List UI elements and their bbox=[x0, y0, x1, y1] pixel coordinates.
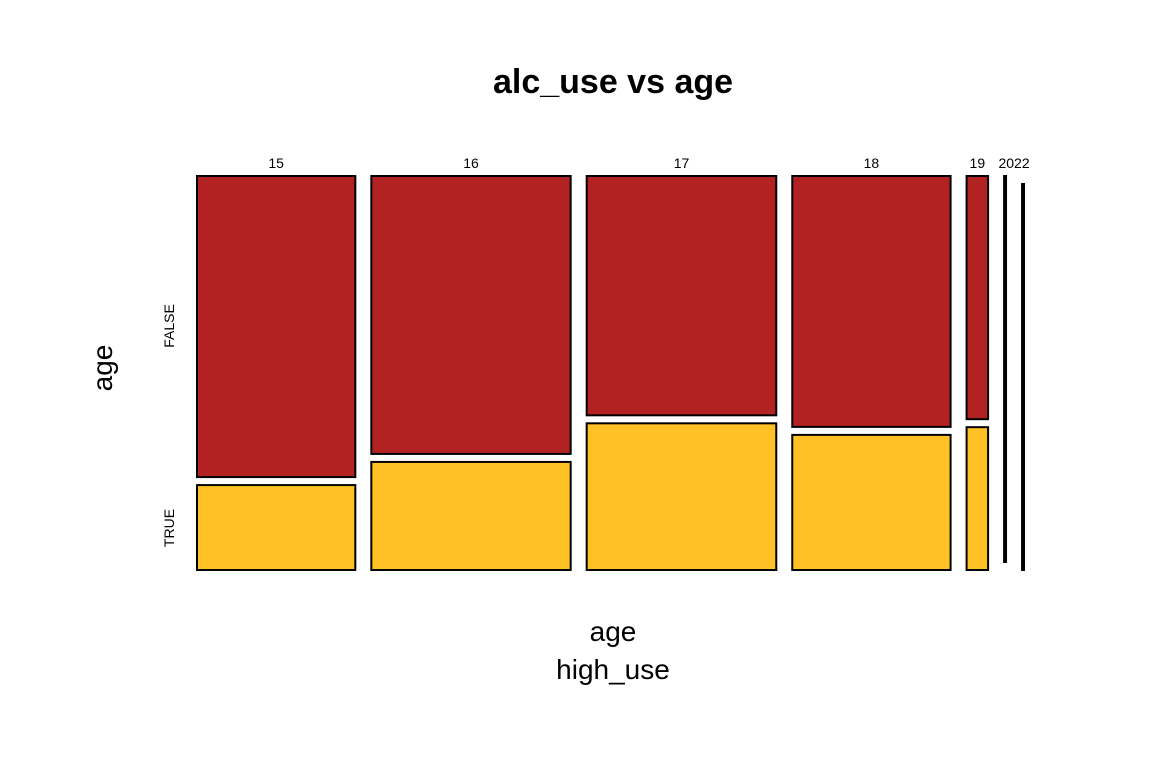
chart-title: alc_use vs age bbox=[493, 63, 733, 101]
x-axis-sublabel: high_use bbox=[556, 654, 670, 685]
tile-19-true bbox=[965, 426, 990, 571]
tile-18-true bbox=[791, 433, 952, 571]
tile-22-true bbox=[1021, 183, 1025, 571]
y-axis-label: age bbox=[87, 345, 118, 392]
category-tick-label: 18 bbox=[864, 155, 880, 171]
tile-16-true bbox=[370, 460, 572, 572]
category-tick-label: 17 bbox=[674, 155, 690, 171]
category-ticks: 15 16 17 18 19 2022 bbox=[268, 155, 1029, 171]
tile-19-false bbox=[965, 175, 990, 421]
category-tick-label: 16 bbox=[463, 155, 479, 171]
tile-15-false bbox=[196, 175, 357, 479]
row-label-true: TRUE bbox=[161, 509, 177, 547]
tile-20-false bbox=[1003, 175, 1008, 563]
mosaic-tiles bbox=[196, 175, 1025, 572]
tile-17-true bbox=[585, 422, 778, 571]
tile-16-false bbox=[370, 175, 572, 455]
row-label-false: FALSE bbox=[161, 304, 177, 348]
tile-15-true bbox=[196, 484, 357, 571]
category-tick-label: 15 bbox=[268, 155, 284, 171]
tile-17-false bbox=[585, 175, 778, 417]
category-tick-label: 19 bbox=[970, 155, 986, 171]
category-tick-label: 2022 bbox=[998, 155, 1029, 171]
tile-18-false bbox=[791, 175, 952, 428]
x-axis-label: age bbox=[590, 616, 637, 647]
